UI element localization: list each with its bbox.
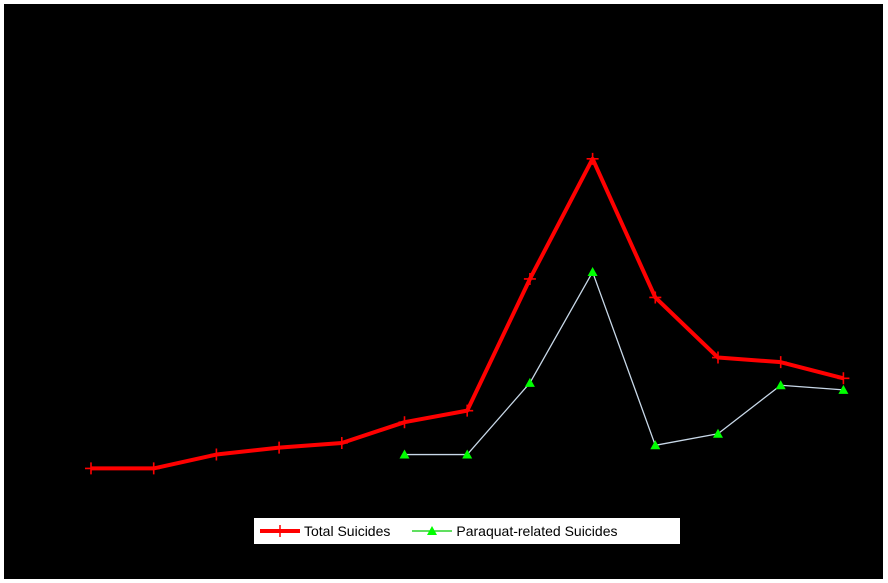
data-point-paraquat-11 [713,428,723,438]
legend-swatch-paraquat-icon [412,526,453,535]
legend-item-total-suicides: Total Suicides [260,523,390,539]
chart-area [4,4,883,579]
data-point-total-10 [649,291,662,304]
data-point-total-12 [774,356,787,369]
data-point-paraquat-13 [838,384,849,394]
data-point-total-9 [586,152,599,165]
legend-label-total-suicides: Total Suicides [304,523,391,539]
data-point-total-4 [273,441,286,454]
data-point-total-13 [837,372,850,385]
data-point-total-2 [147,462,160,475]
series-line-paraquat-suicides [404,271,844,456]
data-point-paraquat-10 [650,440,661,450]
data-point-total-6 [398,416,411,429]
data-point-total-5 [335,436,348,449]
data-point-paraquat-9 [587,267,598,277]
data-point-total-3 [210,448,223,461]
data-point-total-8 [523,272,536,285]
data-point-total-7 [461,404,474,417]
data-point-paraquat-7 [462,449,473,459]
data-point-paraquat-6 [399,449,410,459]
data-point-paraquat-8 [524,377,535,387]
data-point-paraquat-12 [775,380,786,390]
series-line-total-suicides [91,156,844,471]
legend-swatch-total-icon [260,525,300,537]
data-point-total-1 [85,462,97,475]
legend-item-paraquat-suicides: Paraquat-related Suicides [412,523,618,539]
data-point-total-11 [712,351,724,364]
legend: Total Suicides Paraquat-related Suicides [253,517,681,545]
legend-label-paraquat-suicides: Paraquat-related Suicides [456,523,618,539]
